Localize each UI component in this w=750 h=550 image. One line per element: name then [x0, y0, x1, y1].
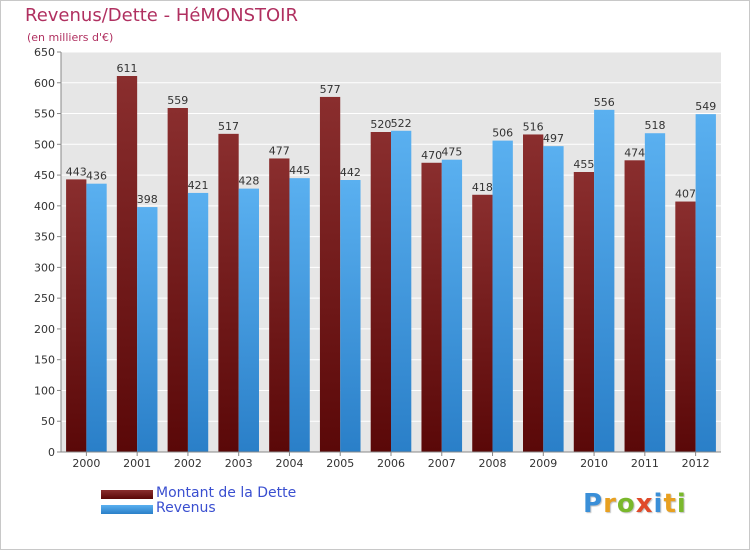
y-tick-label: 300 — [34, 261, 55, 274]
legend-swatch-debt — [101, 490, 153, 499]
bar-revenue — [137, 207, 158, 452]
bar-debt — [624, 160, 645, 453]
value-label-debt: 477 — [269, 144, 290, 157]
logo-letter: P — [583, 489, 604, 519]
bar-revenue — [644, 133, 666, 452]
value-label-revenue: 436 — [86, 170, 107, 183]
bar-revenue — [543, 146, 564, 452]
x-tick-label: 2008 — [479, 457, 507, 470]
bar-debt — [66, 179, 87, 452]
value-label-debt: 611 — [117, 62, 138, 75]
value-label-debt: 559 — [167, 94, 188, 107]
x-tick-label: 2010 — [580, 457, 608, 470]
chart-subtitle: (en milliers d'€) — [27, 31, 114, 44]
value-label-revenue: 497 — [543, 132, 564, 145]
y-tick-label: 50 — [41, 415, 55, 428]
x-tick-label: 2009 — [529, 457, 557, 470]
y-tick-label: 450 — [34, 169, 55, 182]
chart-title: Revenus/Dette - HéMONSTOIR — [25, 5, 298, 26]
value-label-revenue: 421 — [188, 179, 209, 192]
bar-debt — [269, 158, 290, 452]
bar-debt — [472, 194, 493, 452]
y-tick-label: 500 — [34, 138, 55, 151]
x-tick-label: 2012 — [682, 457, 710, 470]
bar-debt — [421, 162, 442, 452]
bar-revenue — [238, 188, 259, 452]
bar-revenue — [340, 180, 361, 452]
value-label-debt: 455 — [573, 158, 594, 171]
value-label-revenue: 549 — [695, 100, 716, 113]
value-label-debt: 407 — [675, 188, 696, 201]
bar-debt — [319, 96, 341, 452]
x-tick-label: 2004 — [275, 457, 303, 470]
legend-swatch-revenue — [101, 505, 153, 514]
value-label-revenue: 522 — [391, 117, 412, 130]
logo-letter: o — [616, 489, 636, 519]
y-tick-label: 550 — [34, 108, 55, 121]
x-tick-label: 2003 — [225, 457, 253, 470]
bar-debt — [218, 133, 239, 452]
y-tick-label: 100 — [34, 384, 55, 397]
x-tick-label: 2002 — [174, 457, 202, 470]
value-label-revenue: 556 — [594, 96, 615, 109]
value-label-debt: 517 — [218, 120, 239, 133]
bar-debt — [573, 172, 595, 452]
legend-label-revenue: Revenus — [156, 500, 216, 516]
bar-revenue — [187, 192, 209, 452]
logo-letter: r — [603, 489, 617, 519]
x-tick-label: 2000 — [72, 457, 100, 470]
y-tick-label: 650 — [34, 46, 55, 59]
value-label-debt: 418 — [472, 181, 493, 194]
bar-revenue — [492, 140, 513, 452]
y-tick-label: 250 — [34, 292, 55, 305]
value-label-debt: 577 — [320, 83, 341, 96]
bar-debt — [116, 76, 138, 452]
value-label-debt: 520 — [370, 118, 391, 131]
value-label-revenue: 445 — [289, 164, 310, 177]
x-tick-label: 2011 — [631, 457, 659, 470]
value-label-revenue: 518 — [644, 119, 665, 132]
y-tick-label: 0 — [48, 446, 55, 459]
x-tick-label: 2006 — [377, 457, 405, 470]
value-label-revenue: 506 — [492, 127, 513, 140]
value-label-revenue: 442 — [340, 166, 361, 179]
logo-letter: t — [663, 489, 677, 519]
x-tick-label: 2007 — [428, 457, 456, 470]
y-tick-label: 350 — [34, 231, 55, 244]
y-tick-label: 200 — [34, 323, 55, 336]
legend-label-debt: Montant de la Dette — [156, 485, 297, 501]
value-label-debt: 443 — [66, 165, 87, 178]
bar-revenue — [441, 159, 463, 452]
x-tick-label: 2005 — [326, 457, 354, 470]
bar-debt — [370, 132, 391, 452]
bar-revenue — [289, 178, 310, 452]
bar-revenue — [695, 114, 716, 453]
value-label-revenue: 398 — [137, 193, 158, 206]
bar-debt — [167, 108, 188, 452]
bar-debt — [675, 201, 696, 452]
y-tick-label: 150 — [34, 354, 55, 367]
bar-revenue — [594, 109, 615, 452]
logo-letter: x — [635, 489, 654, 519]
value-label-debt: 470 — [421, 149, 442, 162]
y-tick-label: 400 — [34, 200, 55, 213]
bar-revenue — [391, 130, 412, 452]
y-tick-label: 600 — [34, 77, 55, 90]
value-label-debt: 474 — [624, 146, 645, 159]
value-label-revenue: 475 — [441, 146, 462, 159]
logo-letter: i — [676, 489, 687, 519]
x-tick-label: 2001 — [123, 457, 151, 470]
value-label-debt: 516 — [523, 120, 544, 133]
value-label-revenue: 428 — [238, 175, 259, 188]
proxiti-logo: Proxiti — [583, 489, 687, 519]
bar-debt — [523, 134, 544, 452]
logo-letter: i — [653, 489, 664, 519]
bar-revenue — [86, 183, 107, 452]
